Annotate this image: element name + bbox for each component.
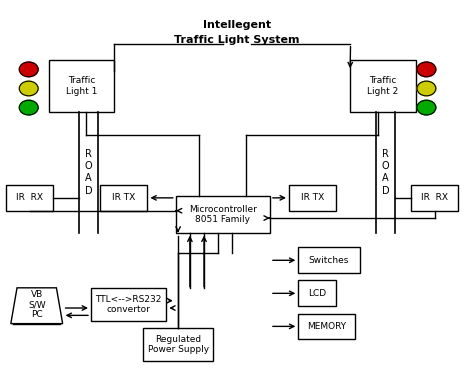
Polygon shape: [11, 288, 63, 324]
Circle shape: [19, 62, 38, 77]
Text: VB
S/W
PC: VB S/W PC: [28, 290, 46, 319]
Circle shape: [417, 81, 436, 96]
FancyBboxPatch shape: [100, 185, 147, 211]
Circle shape: [417, 100, 436, 115]
Text: IR  RX: IR RX: [421, 194, 448, 202]
Text: IR TX: IR TX: [301, 194, 324, 202]
Text: IR TX: IR TX: [112, 194, 136, 202]
FancyBboxPatch shape: [48, 60, 115, 112]
FancyBboxPatch shape: [91, 288, 166, 321]
Text: Traffic
Light 2: Traffic Light 2: [367, 76, 399, 95]
FancyBboxPatch shape: [411, 185, 458, 211]
FancyBboxPatch shape: [298, 248, 359, 273]
FancyBboxPatch shape: [298, 280, 336, 306]
Text: R
O
A
D: R O A D: [85, 148, 92, 196]
FancyBboxPatch shape: [143, 328, 213, 361]
Text: TTL<-->RS232
convertor: TTL<-->RS232 convertor: [95, 295, 162, 314]
FancyBboxPatch shape: [176, 196, 270, 233]
Text: IR  RX: IR RX: [16, 194, 43, 202]
FancyBboxPatch shape: [289, 185, 336, 211]
FancyBboxPatch shape: [350, 60, 416, 112]
Circle shape: [19, 81, 38, 96]
FancyBboxPatch shape: [298, 313, 355, 339]
Text: Switches: Switches: [309, 256, 349, 265]
Circle shape: [19, 100, 38, 115]
Text: Traffic Light System: Traffic Light System: [174, 35, 300, 45]
Text: Intellegent: Intellegent: [203, 20, 271, 30]
Text: Microcontroller
8051 Family: Microcontroller 8051 Family: [189, 205, 257, 224]
Text: R
O
A
D: R O A D: [382, 148, 389, 196]
Text: LCD: LCD: [308, 289, 326, 298]
Text: MEMORY: MEMORY: [307, 322, 346, 331]
Text: Regulated
Power Supply: Regulated Power Supply: [147, 335, 209, 354]
Circle shape: [417, 62, 436, 77]
FancyBboxPatch shape: [6, 185, 53, 211]
Text: Traffic
Light 1: Traffic Light 1: [66, 76, 97, 95]
